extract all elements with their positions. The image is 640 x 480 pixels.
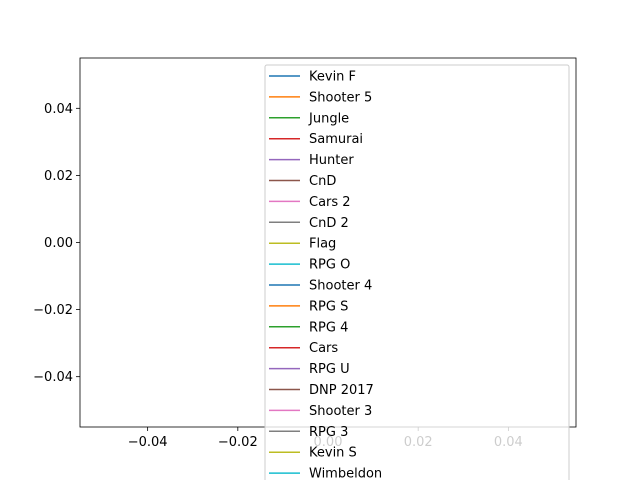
- legend-label: CnD 2: [309, 216, 349, 231]
- legend-label: Shooter 4: [309, 279, 372, 294]
- y-tick-label: 0.02: [44, 169, 73, 184]
- y-tick-label: −0.04: [33, 370, 73, 385]
- legend-label: Cars: [309, 341, 338, 356]
- legend-label: Kevin S: [309, 446, 357, 461]
- legend-label: RPG 4: [309, 320, 348, 335]
- legend-label: Hunter: [309, 153, 354, 168]
- legend-label: Wimbeldon: [309, 467, 382, 480]
- legend-label: Shooter 3: [309, 404, 372, 419]
- x-tick-label: −0.02: [218, 435, 258, 450]
- legend-label: RPG U: [309, 362, 350, 377]
- legend-label: Shooter 5: [309, 90, 372, 105]
- y-tick-label: 0.04: [44, 102, 73, 117]
- legend-label: Samurai: [309, 132, 363, 147]
- legend-label: CnD: [309, 174, 336, 189]
- x-tick-label: −0.04: [128, 435, 168, 450]
- legend-label: RPG S: [309, 299, 348, 314]
- legend-label: Jungle: [308, 111, 349, 126]
- legend-label: Kevin F: [309, 70, 356, 85]
- y-tick-label: 0.00: [44, 236, 73, 251]
- legend-label: RPG O: [309, 258, 350, 273]
- legend-label: RPG 3: [309, 425, 348, 440]
- legend-label: Cars 2: [309, 195, 351, 210]
- legend-label: DNP 2017: [309, 383, 374, 398]
- legend: Kevin F Shooter 5 Jungle Samurai Hunter CnD Ca…: [264, 64, 570, 480]
- legend-box: [264, 64, 570, 480]
- y-tick-label: −0.02: [33, 303, 73, 318]
- legend-label: Flag: [309, 237, 336, 252]
